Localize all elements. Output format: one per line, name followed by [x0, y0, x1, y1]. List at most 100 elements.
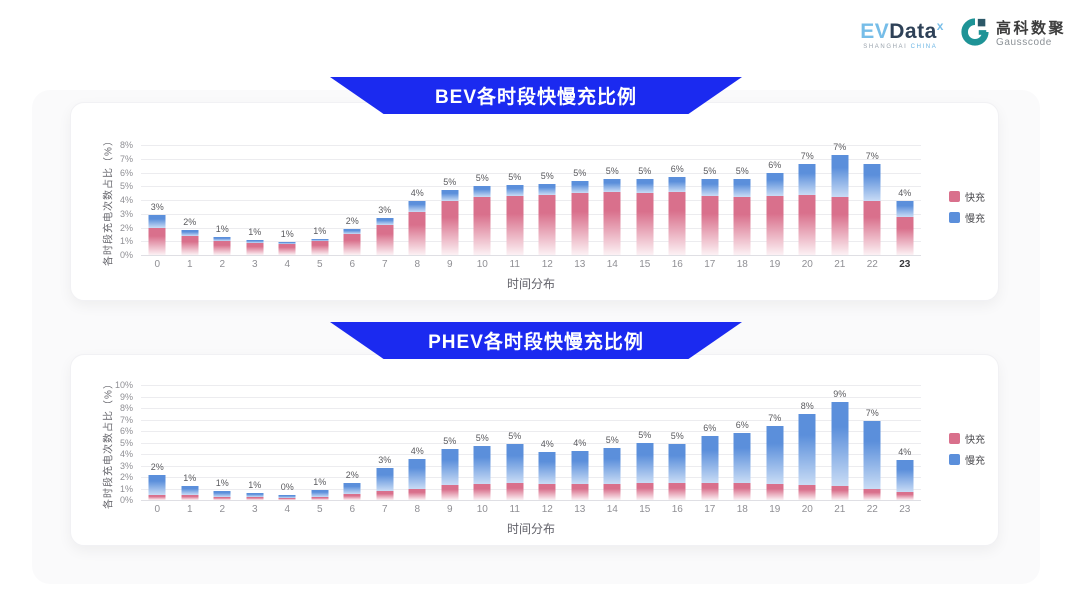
legend-item-slow-charge[interactable]: 慢充 [949, 210, 985, 225]
bar-segment-slow [831, 154, 849, 198]
bar-value-label: 1% [215, 224, 229, 235]
bar-value-label: 7% [865, 407, 879, 418]
bar-segment-slow [181, 486, 199, 496]
legend-item-fast-charge[interactable]: 快充 [949, 189, 985, 204]
bar-segment-fast [766, 483, 784, 500]
x-tick-label: 0 [154, 259, 161, 270]
evdata-tagline-left: SHANGHAI [863, 44, 908, 50]
bar-slot: 4% [889, 385, 922, 500]
bar-value-label: 2% [345, 469, 359, 480]
x-tick-label: 1 [186, 504, 193, 515]
bar-value-label: 3% [378, 204, 392, 215]
x-tick-label: 7 [381, 504, 388, 515]
gridline [141, 227, 921, 229]
bar-segment-fast [311, 496, 329, 500]
y-tick-label: 8% [119, 140, 133, 150]
bar-segment-fast [181, 495, 199, 500]
bar-segment-fast [831, 197, 849, 255]
bar-value-label: 6% [735, 420, 749, 431]
bar-segment-fast [213, 496, 231, 500]
bar-segment-slow [278, 494, 296, 498]
slow-charge-swatch-icon [949, 212, 960, 223]
bar-value-label: 2% [150, 461, 164, 472]
bar-segment-slow [701, 179, 719, 196]
stacked-bar [571, 450, 589, 500]
gridline [141, 145, 921, 146]
x-tick-label: 18 [736, 504, 748, 515]
y-tick-label: 2% [119, 222, 133, 233]
bar-segment-slow [376, 467, 394, 492]
evdata-superscript-x: x [936, 19, 944, 33]
gridline [141, 396, 921, 398]
bev-x-axis-ticks: 0 1 2 3 4 5 6 7 8 9 10 11 12 13 14 15 16 17 18 19 20 21 22 23 [141, 259, 921, 270]
bar-value-label: 5% [508, 171, 522, 182]
bar-segment-fast [571, 193, 589, 255]
x-tick-label: 5 [316, 259, 323, 270]
bar-slot: 1% [239, 145, 272, 255]
stacked-bar [896, 459, 914, 500]
stacked-bar [766, 426, 784, 500]
bar-segment-fast [148, 227, 166, 255]
bar-segment-fast [896, 491, 914, 500]
bar-segment-fast [506, 482, 524, 500]
x-tick-label: 2 [219, 504, 226, 515]
bar-value-label: 5% [703, 166, 717, 177]
y-tick-label: 3% [119, 460, 133, 471]
x-tick-label: 20 [801, 259, 813, 270]
bar-segment-slow [506, 184, 524, 196]
bar-value-label: 6% [703, 422, 717, 433]
bar-segment-slow [148, 474, 166, 495]
bar-segment-slow [798, 164, 816, 195]
x-tick-label: 9 [446, 259, 453, 270]
bar-value-label: 9% [833, 389, 847, 400]
stacked-bar [376, 467, 394, 500]
stacked-bar [181, 229, 199, 255]
phev-x-axis-ticks: 0 1 2 3 4 5 6 7 8 9 10 11 12 13 14 15 16 17 18 19 20 21 22 23 [141, 504, 921, 515]
stacked-bar [376, 217, 394, 255]
gridline [141, 465, 921, 467]
bar-slot: 1% [271, 145, 304, 255]
bar-segment-slow [213, 237, 231, 242]
gausscode-logo: 高科数聚 Gausscode [960, 17, 1066, 52]
y-tick-label: 5% [119, 181, 133, 192]
x-tick-label: 4 [284, 259, 291, 270]
y-tick-label: 9% [119, 391, 133, 402]
gridline [141, 500, 921, 501]
x-tick-label: 8 [414, 259, 421, 270]
bar-segment-slow [213, 490, 231, 497]
legend-item-fast-charge[interactable]: 快充 [949, 431, 985, 446]
bar-slot: 5% [466, 145, 499, 255]
bar-segment-fast [473, 483, 491, 500]
x-tick-label: 18 [736, 259, 748, 270]
bar-segment-slow [766, 426, 784, 484]
bar-slot: 5% [629, 145, 662, 255]
bar-value-label: 3% [378, 454, 392, 465]
legend-item-slow-charge[interactable]: 慢充 [949, 452, 985, 467]
bar-segment-fast [538, 194, 556, 255]
stacked-bar [831, 402, 849, 500]
bar-slot: 1% [206, 385, 239, 500]
bar-slot: 5% [499, 145, 532, 255]
y-tick-label: 6% [119, 167, 133, 178]
gridline [141, 477, 921, 478]
gausscode-text: 高科数聚 Gausscode [996, 21, 1066, 49]
gridline [141, 172, 921, 174]
bar-segment-slow [636, 179, 654, 194]
stacked-bar [506, 184, 524, 255]
stacked-bar [701, 435, 719, 500]
stacked-bar [863, 164, 881, 255]
x-tick-label: 19 [769, 259, 781, 270]
bar-slot: 1% [239, 385, 272, 500]
x-tick-label: 7 [381, 259, 388, 270]
evdata-tagline-right: CHINA [910, 44, 938, 50]
gridline [141, 385, 921, 386]
stacked-bar [441, 190, 459, 255]
bar-segment-fast [278, 497, 296, 500]
bar-slot: 4% [401, 145, 434, 255]
bar-value-label: 5% [475, 173, 489, 184]
bar-segment-slow [603, 179, 621, 192]
bar-slot: 5% [434, 385, 467, 500]
y-tick-label: 8% [119, 403, 133, 413]
x-tick-label: 5 [316, 504, 323, 515]
phev-plot-area: 各时段充电次数占比（%） 0% 1% 2% 3% 4% 5% 6% 7% 8% 9% 10% 2% 1%… [104, 378, 922, 509]
